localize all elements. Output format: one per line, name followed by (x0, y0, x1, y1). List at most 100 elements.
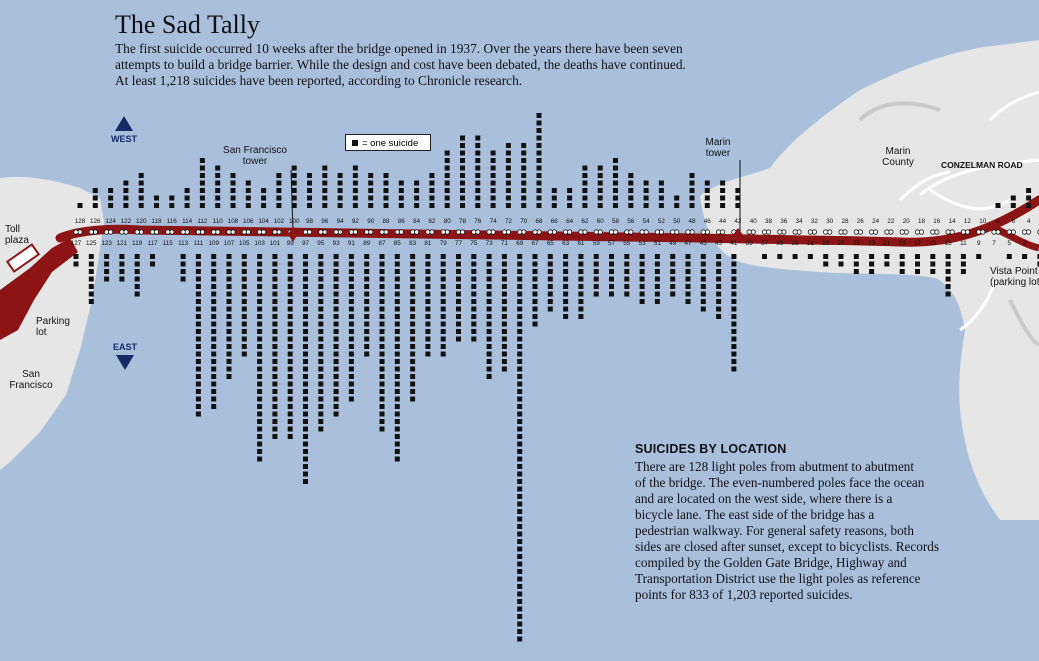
pole-label-48: 48 (688, 218, 696, 225)
suicide-mark-east-87 (379, 269, 385, 274)
suicide-mark-east-95 (318, 351, 324, 357)
suicide-mark-east-103 (257, 344, 263, 349)
suicide-mark-west-110 (215, 173, 221, 178)
suicide-mark-east-69 (517, 419, 523, 424)
suicide-mark-east-99 (287, 434, 293, 439)
suicide-mark-east-107 (226, 374, 232, 379)
suicide-mark-west-62 (582, 165, 588, 171)
suicide-mark-east-75 (471, 276, 477, 282)
pole-label-107: 107 (224, 240, 235, 247)
pole-label-50: 50 (673, 218, 681, 225)
suicide-mark-west-78 (460, 150, 465, 156)
suicide-mark-east-127 (73, 261, 79, 267)
suicide-mark-east-97 (303, 396, 308, 402)
suicide-mark-east-53 (639, 261, 645, 267)
suicide-mark-east-83 (410, 299, 416, 304)
suicide-mark-east-69 (517, 404, 523, 409)
suicide-mark-east-83 (410, 321, 416, 327)
suicide-mark-east-77 (456, 336, 461, 342)
suicide-mark-west-68 (536, 180, 542, 186)
suicide-mark-east-103 (257, 306, 263, 312)
suicide-mark-east-57 (609, 254, 614, 259)
pole-label-125: 125 (86, 240, 97, 247)
suicide-mark-east-75 (471, 306, 477, 312)
suicide-mark-east-101 (272, 276, 278, 282)
suicide-mark-east-97 (303, 381, 308, 387)
suicide-mark-east-69 (517, 299, 523, 304)
suicide-mark-east-29 (823, 254, 829, 259)
suicide-mark-east-107 (226, 336, 232, 342)
suicide-mark-east-9 (976, 254, 982, 259)
suicide-mark-east-69 (517, 524, 523, 529)
suicide-mark-east-91 (348, 396, 354, 402)
suicide-mark-west-74 (490, 180, 496, 186)
suicide-mark-east-69 (517, 629, 523, 634)
suicide-mark-east-101 (272, 306, 278, 312)
suicide-mark-east-99 (287, 396, 293, 402)
suicide-mark-west-100 (291, 165, 297, 171)
suicide-mark-west-98 (307, 180, 312, 186)
suicide-mark-east-103 (257, 359, 263, 364)
pole-marker-23 (868, 229, 875, 235)
vista-point-line: Vista Point (990, 266, 1038, 277)
pole-label-123: 123 (101, 240, 112, 247)
suicide-mark-east-41 (731, 261, 737, 267)
suicide-mark-east-85 (394, 381, 400, 387)
suicide-mark-west-106 (245, 203, 251, 208)
suicide-mark-east-105 (241, 299, 247, 304)
suicide-mark-east-55 (624, 291, 630, 297)
pole-label-52: 52 (658, 218, 666, 225)
suicide-mark-east-83 (410, 261, 416, 267)
suicide-mark-east-69 (517, 426, 523, 432)
suicide-mark-east-83 (410, 344, 416, 349)
suicide-mark-east-85 (394, 404, 400, 409)
suicide-mark-east-63 (563, 306, 569, 312)
suicide-mark-east-107 (226, 306, 232, 312)
suicide-mark-west-98 (307, 188, 312, 193)
suicide-mark-east-69 (517, 254, 523, 259)
suicide-mark-west-80 (444, 180, 450, 186)
suicide-mark-east-103 (257, 291, 263, 297)
suicide-mark-east-93 (333, 314, 339, 319)
suicide-mark-east-73 (486, 336, 492, 342)
suicide-mark-east-95 (318, 374, 324, 379)
suicide-mark-east-51 (654, 269, 660, 274)
suicide-mark-east-103 (257, 314, 263, 319)
suicide-mark-east-103 (257, 351, 263, 357)
suicide-mark-east-13 (945, 284, 951, 289)
suicide-mark-east-41 (731, 359, 737, 364)
suicide-mark-east-93 (333, 254, 339, 259)
suicide-mark-east-41 (731, 306, 737, 312)
pole-marker-89 (364, 229, 370, 235)
suicide-mark-west-60 (597, 173, 603, 178)
suicide-mark-east-63 (563, 299, 569, 304)
pole-label-18: 18 (918, 218, 926, 225)
pole-marker-109 (211, 229, 217, 235)
suicide-mark-east-99 (287, 366, 293, 372)
suicide-mark-east-83 (410, 284, 416, 289)
suicide-mark-west-42 (735, 195, 741, 201)
suicide-mark-east-95 (318, 419, 324, 424)
suicide-mark-east-79 (440, 344, 446, 349)
pole-marker-43 (715, 229, 722, 235)
pole-marker-63 (562, 229, 569, 235)
pole-label-59: 59 (593, 240, 601, 247)
suicide-mark-east-99 (287, 389, 293, 394)
suicide-mark-east-49 (670, 276, 676, 282)
suicide-mark-east-41 (731, 269, 737, 274)
pole-label-104: 104 (258, 218, 269, 225)
pole-label-63: 63 (562, 240, 570, 247)
suicide-mark-east-53 (639, 291, 645, 297)
suicide-mark-east-109 (211, 344, 217, 349)
suicide-mark-east-93 (333, 321, 339, 327)
suicide-mark-east-73 (486, 276, 492, 282)
suicide-mark-east-63 (563, 254, 569, 259)
suicide-mark-west-88 (383, 195, 389, 201)
pole-label-21: 21 (883, 240, 891, 247)
suicide-mark-east-111 (195, 351, 201, 357)
suicide-mark-east-101 (272, 374, 278, 379)
pole-label-54: 54 (643, 218, 651, 225)
pole-label-22: 22 (887, 218, 895, 225)
suicide-mark-east-125 (88, 276, 94, 282)
suicide-mark-east-13 (945, 291, 951, 297)
